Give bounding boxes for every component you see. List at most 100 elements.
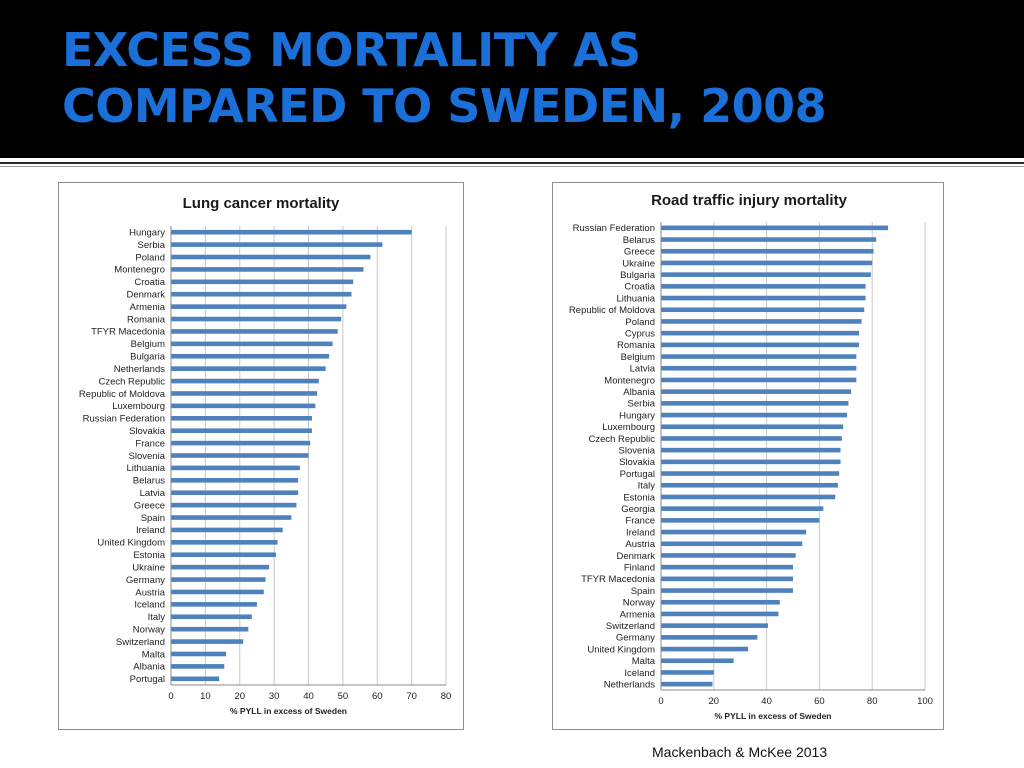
road-category-label: Luxembourg [602, 422, 655, 433]
road-bar-slovenia [661, 447, 841, 453]
road-traffic-chart-panel: Road traffic injury mortality Russian Fed… [552, 182, 944, 730]
lung-category-label: Czech Republic [98, 376, 165, 387]
road-category-label: Republic of Moldova [569, 305, 656, 316]
road-category-label: Slovenia [619, 445, 656, 456]
road-category-label: Hungary [619, 410, 655, 421]
road-category-label: Lithuania [616, 293, 655, 304]
lung-category-label: Ukraine [132, 562, 165, 573]
road-category-label: Switzerland [606, 621, 655, 632]
lung-bar-denmark [171, 291, 352, 297]
lung-category-label: Slovenia [129, 451, 166, 462]
lung-x-tick-label: 10 [200, 691, 211, 702]
lung-bar-slovenia [171, 453, 309, 458]
lung-category-label: Iceland [134, 600, 165, 611]
road-category-label: France [625, 516, 655, 527]
road-bar-ukraine [661, 260, 873, 266]
road-category-label: Belgium [621, 352, 655, 363]
lung-bar-belarus [171, 478, 299, 483]
road-category-label: Norway [623, 598, 655, 609]
lung-category-label: Germany [126, 575, 165, 586]
slide-title-line-1: EXCESS MORTALITY AS [62, 23, 641, 77]
lung-bar-luxembourg [171, 403, 316, 409]
lung-bar-switzerland [171, 639, 244, 644]
road-category-label: Austria [625, 539, 655, 550]
lung-bar-montenegro [171, 267, 364, 272]
lung-category-label: Albania [133, 662, 165, 673]
road-category-label: Poland [625, 317, 655, 328]
lung-bar-belgium [171, 341, 333, 347]
slide-title: EXCESS MORTALITY AS COMPARED TO SWEDEN, … [62, 22, 827, 134]
lung-category-label: Slovakia [129, 426, 166, 437]
road-bar-georgia [661, 506, 824, 511]
road-bar-italy [661, 482, 838, 488]
road-bar-malta [661, 658, 734, 664]
road-category-label: Serbia [628, 399, 656, 410]
road-category-label: Georgia [621, 504, 656, 515]
lung-bar-italy [171, 614, 252, 620]
lung-category-label: Norway [133, 624, 165, 635]
road-bar-serbia [661, 401, 849, 406]
road-bar-iceland [661, 670, 714, 675]
road-category-label: Portugal [620, 469, 655, 480]
road-bar-latvia [661, 365, 857, 371]
road-category-label: Czech Republic [588, 434, 655, 445]
road-x-tick-label: 100 [917, 696, 933, 707]
lung-category-label: Serbia [138, 240, 166, 251]
road-x-tick-label: 40 [761, 696, 772, 707]
road-category-label: Estonia [623, 492, 655, 503]
road-bar-poland [661, 319, 862, 324]
road-category-label: Montenegro [604, 375, 655, 386]
road-bar-croatia [661, 284, 866, 289]
slide-title-line-2: COMPARED TO SWEDEN, 2008 [62, 79, 827, 133]
lung-category-label: Russian Federation [83, 414, 165, 425]
lung-category-label: France [135, 438, 165, 449]
lung-bar-spain [171, 515, 292, 520]
lung-bar-bulgaria [171, 353, 330, 359]
lung-x-tick-label: 40 [303, 691, 314, 702]
road-category-label: Romania [617, 340, 656, 351]
road-bar-belarus [661, 237, 877, 242]
road-bar-albania [661, 389, 852, 394]
road-x-tick-label: 0 [658, 696, 663, 707]
lung-category-label: Latvia [140, 488, 166, 499]
lung-category-label: Lithuania [126, 463, 165, 474]
road-category-label: Croatia [624, 282, 655, 293]
lung-x-tick-label: 20 [234, 691, 245, 702]
title-divider [0, 162, 1024, 164]
road-category-label: Ukraine [622, 258, 655, 269]
lung-bar-poland [171, 254, 371, 260]
lung-bar-serbia [171, 242, 383, 247]
lung-category-label: Malta [142, 649, 166, 660]
lung-cancer-chart: Lung cancer mortality HungarySerbiaPoland… [79, 195, 451, 716]
lung-bar-republic-of-moldova [171, 391, 318, 396]
lung-category-label: Poland [135, 252, 165, 263]
road-category-label: Spain [631, 586, 655, 597]
lung-bar-portugal [171, 676, 220, 682]
road-category-label: Cyprus [625, 328, 655, 339]
road-category-label: Ireland [626, 527, 655, 538]
lung-chart-title: Lung cancer mortality [183, 195, 340, 212]
lung-x-tick-label: 50 [338, 691, 349, 702]
road-category-label: Russian Federation [573, 223, 655, 234]
lung-bar-austria [171, 589, 264, 595]
road-bar-armenia [661, 611, 779, 617]
lung-bar-russian-federation [171, 415, 312, 421]
road-category-label: Slovakia [619, 457, 656, 468]
road-bar-slovakia [661, 459, 841, 465]
road-category-label: Germany [616, 633, 655, 644]
road-bar-montenegro [661, 377, 857, 383]
road-bar-bulgaria [661, 272, 871, 277]
road-bar-cyprus [661, 330, 859, 336]
road-category-label: Italy [638, 481, 656, 492]
road-category-label: Iceland [624, 668, 655, 679]
lung-category-label: Greece [134, 500, 165, 511]
lung-bar-slovakia [171, 428, 312, 433]
lung-category-label: Luxembourg [112, 401, 165, 412]
road-bar-germany [661, 635, 758, 640]
lung-bar-greece [171, 502, 297, 508]
road-bar-switzerland [661, 623, 768, 628]
lung-category-label: Estonia [133, 550, 165, 561]
road-bar-norway [661, 599, 780, 605]
lung-category-label: Switzerland [116, 637, 165, 648]
title-band [0, 0, 1024, 158]
